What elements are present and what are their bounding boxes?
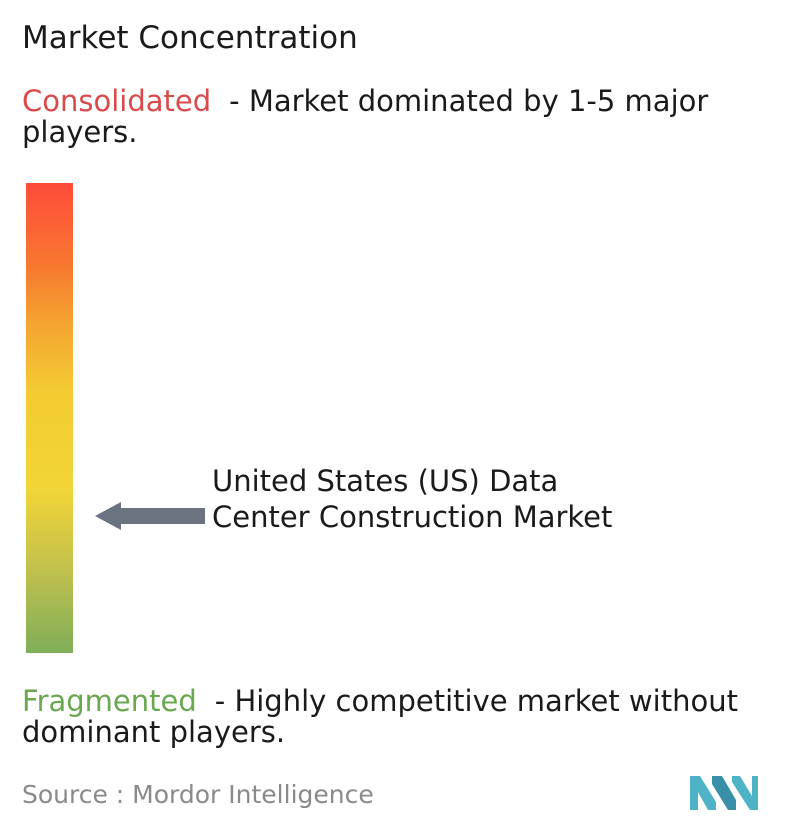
fragmented-label: Fragmented <box>22 684 197 718</box>
fragmented-definition: Fragmented - Highly competitive market wi… <box>22 686 792 748</box>
consolidated-label: Consolidated <box>22 84 212 118</box>
market-label: United States (US) Data Center Construct… <box>212 464 613 534</box>
concentration-scale-bar <box>26 183 73 653</box>
consolidated-definition: Consolidated - Market dominated by 1-5 ma… <box>22 86 782 148</box>
mordor-intelligence-logo <box>690 776 758 810</box>
source-attribution: Source : Mordor Intelligence <box>22 780 374 809</box>
consolidated-description: - Market dominated by 1-5 major players. <box>22 84 709 149</box>
fragmented-description: - Highly competitive market without domi… <box>22 684 738 749</box>
page-title: Market Concentration <box>22 20 358 56</box>
left-arrow-icon <box>95 502 205 530</box>
